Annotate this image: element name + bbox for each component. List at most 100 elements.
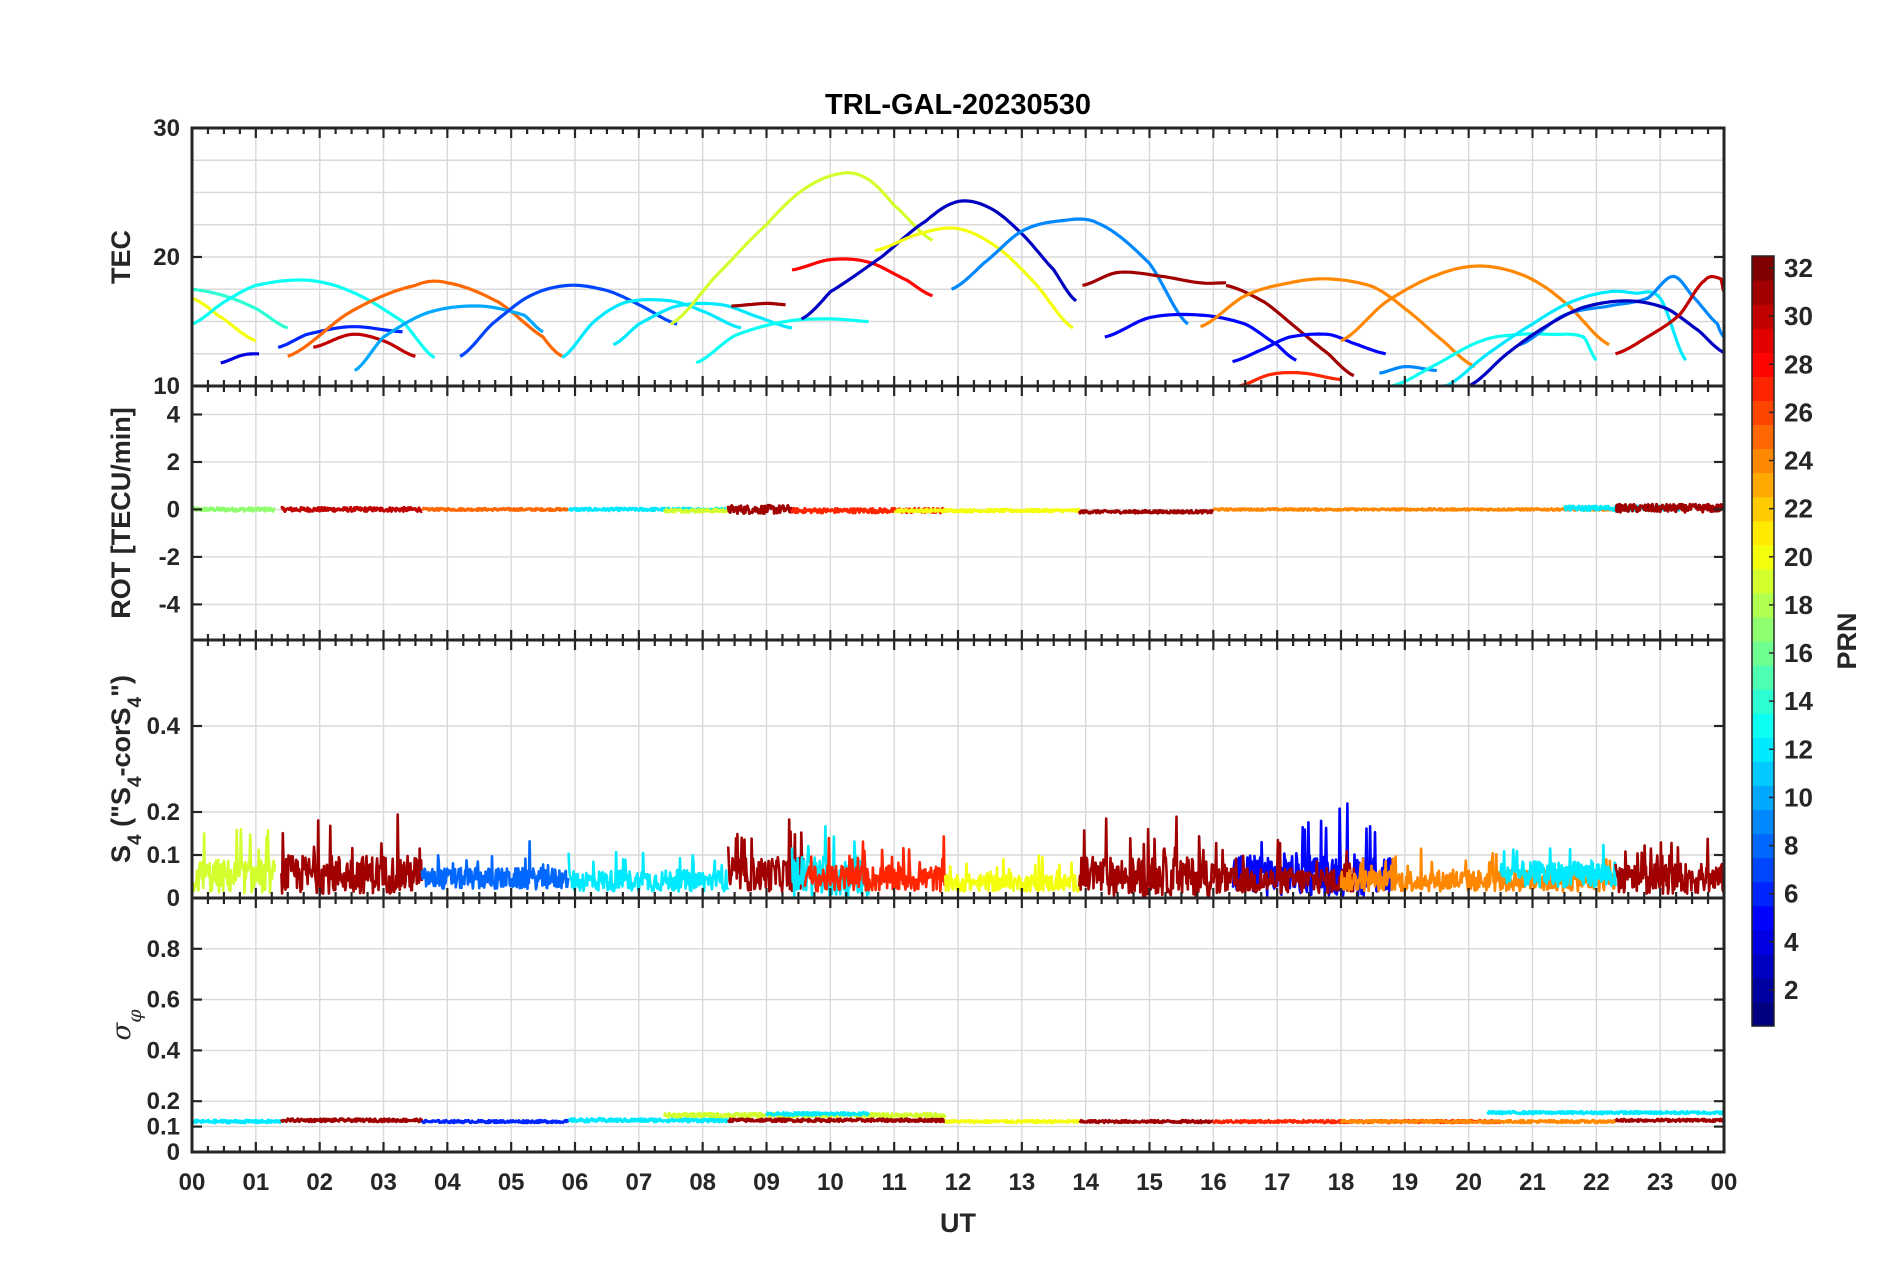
colorbar-box <box>1751 255 1775 1027</box>
sigma_phi-series-prn-12 <box>765 1110 870 1117</box>
colorbar-segment <box>1752 761 1774 786</box>
x-tick-label: 15 <box>1136 1169 1163 1196</box>
x-tick-label: 23 <box>1647 1169 1674 1196</box>
colorbar-segment <box>1752 665 1774 690</box>
colorbar-tick-label: 24 <box>1784 446 1813 476</box>
panel-tec: 10 20 30 TEC <box>106 115 1726 400</box>
tec-series-prn-4 <box>220 352 260 365</box>
tec-series-prn-27 <box>1238 371 1342 388</box>
tec-series-prn-3 <box>1467 299 1725 388</box>
sigma_phi-y-tick-label: 0.6 <box>147 987 180 1014</box>
x-tick-label: 10 <box>817 1169 844 1196</box>
panel-sigma_phi: 00.10.2 0.4 0.6 0.8 σφ <box>107 896 1726 1166</box>
x-tick-label: 13 <box>1008 1169 1035 1196</box>
colorbar-segment <box>1752 857 1774 883</box>
rot-series-prn-31 <box>1614 502 1725 514</box>
tec-y-tick-label: 30 <box>153 115 180 142</box>
colorbar-segment <box>1752 833 1774 859</box>
colorbar-tick-label: 4 <box>1784 927 1799 957</box>
tec-y-axis-label: TEC <box>106 230 136 284</box>
colorbar-segment <box>1752 256 1774 281</box>
rot-y-tick-label: -2 <box>159 544 180 571</box>
sigma_phi-series-prn-31 <box>1078 1118 1215 1125</box>
sigma_phi-series-group <box>190 1109 1726 1125</box>
colorbar-tick-label: 2 <box>1784 975 1798 1005</box>
tec-series-prn-10 <box>353 304 544 372</box>
tec-series-prn-20 <box>874 226 1074 330</box>
colorbar-tick-label: 18 <box>1784 590 1813 620</box>
sigma_phi-series-prn-31 <box>1614 1117 1725 1123</box>
x-tick-label: 00 <box>179 1169 206 1196</box>
tec-series-prn-31 <box>731 301 786 308</box>
s4-series-prn-19 <box>190 827 277 895</box>
x-axis-label: UT <box>940 1208 976 1238</box>
colorbar-segment <box>1752 568 1774 594</box>
s4-series-prn-31 <box>280 813 424 895</box>
x-tick-label: 04 <box>434 1169 461 1196</box>
colorbar-segment <box>1752 785 1774 811</box>
s4-series-prn-8 <box>420 839 570 891</box>
tec-series-prn-13 <box>1391 332 1598 388</box>
tec-series-prn-7 <box>459 283 678 358</box>
colorbar-segment <box>1752 328 1774 353</box>
tec-series-prn-20 <box>191 296 257 343</box>
colorbar-segment <box>1752 352 1774 377</box>
tec-series-prn-12 <box>1442 289 1688 388</box>
tec-series-prn-12 <box>612 301 793 347</box>
colorbar-segment <box>1752 929 1774 955</box>
panel-rot: -4 -2 0 2 4 ROT [TECU/min] <box>106 384 1726 642</box>
x-tick-label: 02 <box>306 1169 333 1196</box>
x-tick-label: 09 <box>753 1169 780 1196</box>
tec-series-prn-13 <box>695 317 869 365</box>
tec-y-tick-label: 10 <box>153 373 180 400</box>
s4-y-tick-label: 0.4 <box>147 713 181 740</box>
s4-y-tick-label: 0 <box>167 885 180 912</box>
x-tick-label: 12 <box>945 1169 972 1196</box>
x-tick-label: 17 <box>1264 1169 1291 1196</box>
colorbar-tick-label: 8 <box>1784 831 1798 861</box>
colorbar-tick-label: 30 <box>1784 301 1813 331</box>
tec-series-prn-24 <box>1340 264 1610 347</box>
colorbar-segment <box>1752 520 1774 546</box>
colorbar-segment <box>1752 689 1774 714</box>
s4-y-tick-label: 0.1 <box>147 842 180 869</box>
tec-series-prn-12 <box>561 298 742 359</box>
tec-series-prn-24 <box>1199 277 1476 369</box>
colorbar-segment <box>1752 280 1774 305</box>
tec-series-prn-13 <box>191 278 436 359</box>
panel-s4: 0 0.1 0.2 0.4S4 ("S4-corS4") <box>106 638 1726 912</box>
tec-series-prn-30 <box>1615 275 1726 356</box>
colorbar-tick-label: 26 <box>1784 397 1813 427</box>
colorbar-segment <box>1752 905 1774 931</box>
rot-y-tick-label: -4 <box>159 591 181 618</box>
colorbar-segment <box>1752 977 1774 1003</box>
colorbar-tick-label: 16 <box>1784 638 1813 668</box>
x-tick-label: 16 <box>1200 1169 1227 1196</box>
s4-y-tick-label: 0.2 <box>147 799 180 826</box>
x-tick-label: 20 <box>1455 1169 1482 1196</box>
colorbar-segment <box>1752 400 1774 426</box>
x-tick-label: 07 <box>625 1169 652 1196</box>
colorbar-segment <box>1752 376 1774 401</box>
colorbar-segment <box>1752 616 1774 642</box>
colorbar-tick-label: 32 <box>1784 253 1813 283</box>
x-tick-label: 00 <box>1711 1169 1738 1196</box>
s4-series-prn-31 <box>1614 837 1726 895</box>
colorbar-segment <box>1752 1001 1774 1027</box>
colorbar-segment <box>1752 809 1774 835</box>
sigma_phi-y-tick-label: 0.1 <box>147 1114 180 1141</box>
sigma_phi-y-tick-label: 0.4 <box>147 1037 181 1064</box>
tec-series-prn-30 <box>312 332 416 358</box>
s4-series-prn-20 <box>943 854 1081 893</box>
colorbar-segment <box>1752 881 1774 907</box>
tec-series-prn-9 <box>950 217 1189 326</box>
x-tick-label: 05 <box>498 1169 525 1196</box>
colorbar-tick-label: 12 <box>1784 734 1813 764</box>
rot-series-prn-31 <box>1077 508 1215 515</box>
colorbar-segment <box>1752 472 1774 498</box>
sigma_phi-series-prn-12 <box>567 1117 730 1124</box>
x-tick-label: 22 <box>1583 1169 1610 1196</box>
tec-series-prn-25 <box>287 279 563 358</box>
s4-series-prn-31 <box>1078 815 1215 898</box>
